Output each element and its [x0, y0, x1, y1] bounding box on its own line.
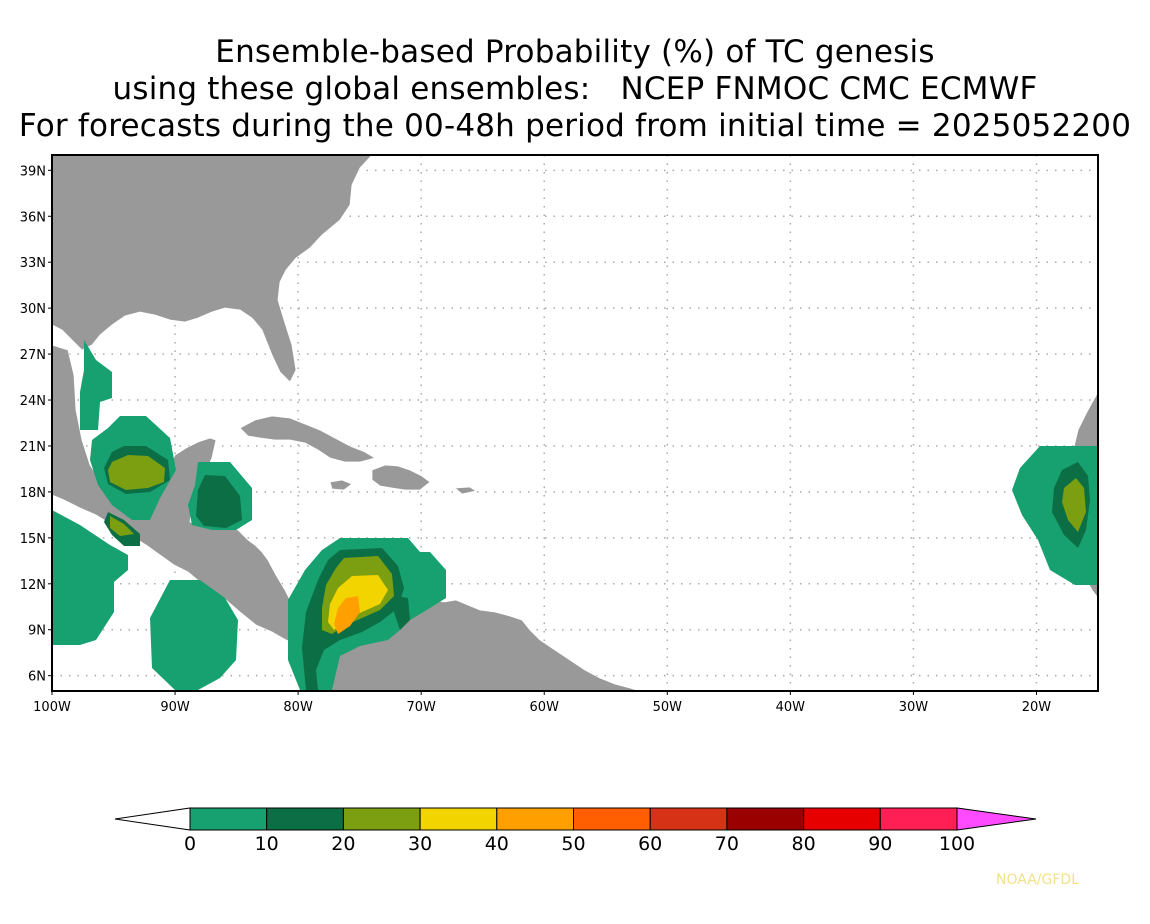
lon-label: 70W [406, 700, 436, 715]
contour-10-20-yucatan [196, 475, 242, 528]
contour-0-10-epac-west [52, 510, 128, 645]
colorbar-label: 50 [561, 833, 585, 855]
land-puerto-rico [453, 486, 478, 495]
lat-label: 15N [20, 532, 46, 547]
lon-label: 80W [283, 700, 313, 715]
contour-0-10-gulf-coast [80, 340, 112, 430]
lat-label: 30N [20, 302, 46, 317]
colorbar-label: 10 [255, 833, 279, 855]
colorbar-label: 30 [408, 833, 432, 855]
lon-label: 20W [1022, 700, 1052, 715]
lat-label: 39N [20, 164, 46, 179]
land-jamaica [329, 479, 353, 491]
contour-20-30-campeche [108, 455, 165, 490]
map-frame [51, 154, 1099, 692]
colorbar-label: 100 [939, 833, 975, 855]
lon-label: 30W [899, 700, 929, 715]
colorbar-swatch [496, 807, 574, 831]
lat-label: 27N [20, 348, 46, 363]
colorbar-swatch [879, 807, 958, 831]
lat-label: 6N [28, 670, 46, 685]
colorbar-swatch [189, 807, 268, 831]
longitude-labels: 100W 90W 80W 70W 60W 50W 40W 30W 20W [33, 691, 1051, 715]
lon-label: 90W [160, 700, 190, 715]
contour-10-20-lake-maracaibo [394, 596, 410, 630]
map-area [52, 155, 1098, 691]
colorbar-swatch [419, 807, 498, 831]
lat-label: 24N [20, 394, 46, 409]
colorbar-label: 20 [331, 833, 355, 855]
contour-40-50-caribbean [334, 596, 360, 634]
colorbar-swatch [573, 807, 651, 831]
chart-title-line-1: Ensemble-based Probability (%) of TC gen… [215, 34, 935, 70]
colorbar-swatch [803, 807, 881, 831]
colorbar: 0 10 20 30 40 50 60 70 80 90 100 [114, 807, 1037, 855]
lat-label: 9N [28, 624, 46, 639]
lat-label: 18N [20, 486, 46, 501]
colorbar-swatch [266, 807, 344, 831]
lon-label: 50W [653, 700, 683, 715]
colorbar-label: 0 [184, 833, 196, 855]
contour-0-10-epac-south [150, 580, 238, 690]
chart-title-line-3: For forecasts during the 00-48h period f… [18, 108, 1132, 144]
colorbar-label: 70 [715, 833, 739, 855]
lat-label: 36N [20, 210, 46, 225]
land-north-america [52, 155, 373, 383]
colorbar-label: 60 [638, 833, 662, 855]
contour-20-30-atlantic-east [1062, 478, 1086, 532]
lat-label: 12N [20, 578, 46, 593]
lat-label: 21N [20, 440, 46, 455]
colorbar-label: 90 [868, 833, 892, 855]
probability-contours [52, 340, 1098, 690]
lon-label: 60W [530, 700, 560, 715]
colorbar-swatch [649, 807, 728, 831]
credit-text: NOAA/GFDL [996, 872, 1079, 888]
lon-label: 40W [776, 700, 806, 715]
colorbar-label: 80 [792, 833, 816, 855]
colorbar-arrow-high [956, 807, 1037, 831]
lat-label: 33N [20, 256, 46, 271]
contour-20-30-epac-coast [110, 516, 134, 536]
colorbar-label: 40 [485, 833, 509, 855]
land-cuba [239, 415, 377, 463]
latitude-labels: 39N 36N 33N 30N 27N 24N 21N 18N 15N 12N 9N 6N [20, 164, 52, 685]
colorbar-swatch [342, 807, 421, 831]
chart-title-line-2: using these global ensembles: NCEP FNMOC… [112, 71, 1038, 107]
lon-label: 100W [33, 700, 71, 715]
colorbar-swatch [726, 807, 805, 831]
colorbar-arrow-low [114, 807, 191, 831]
land-hispaniola [371, 464, 431, 491]
